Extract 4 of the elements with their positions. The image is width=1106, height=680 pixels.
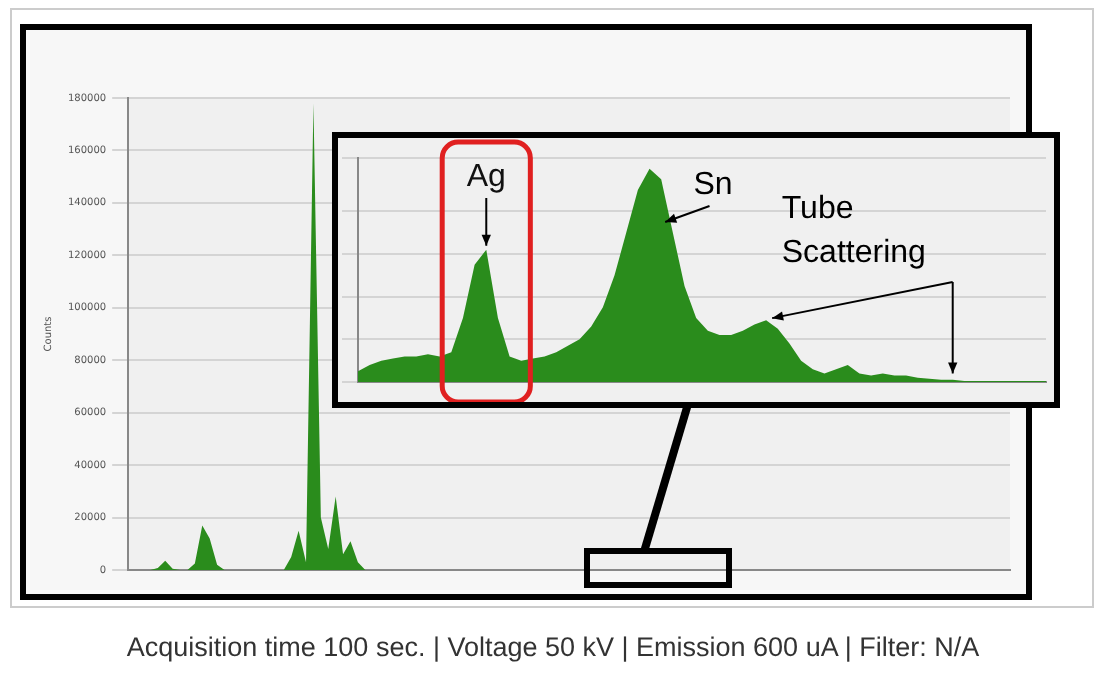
annotation: Tube Scattering bbox=[781, 192, 926, 270]
annotation: Ag bbox=[466, 160, 506, 194]
text: Acquisition time 100 sec. | Voltage 50 kV | Emission 600 uA | Filter: N/A bbox=[124, 632, 982, 662]
annotation: Sn bbox=[693, 168, 733, 202]
